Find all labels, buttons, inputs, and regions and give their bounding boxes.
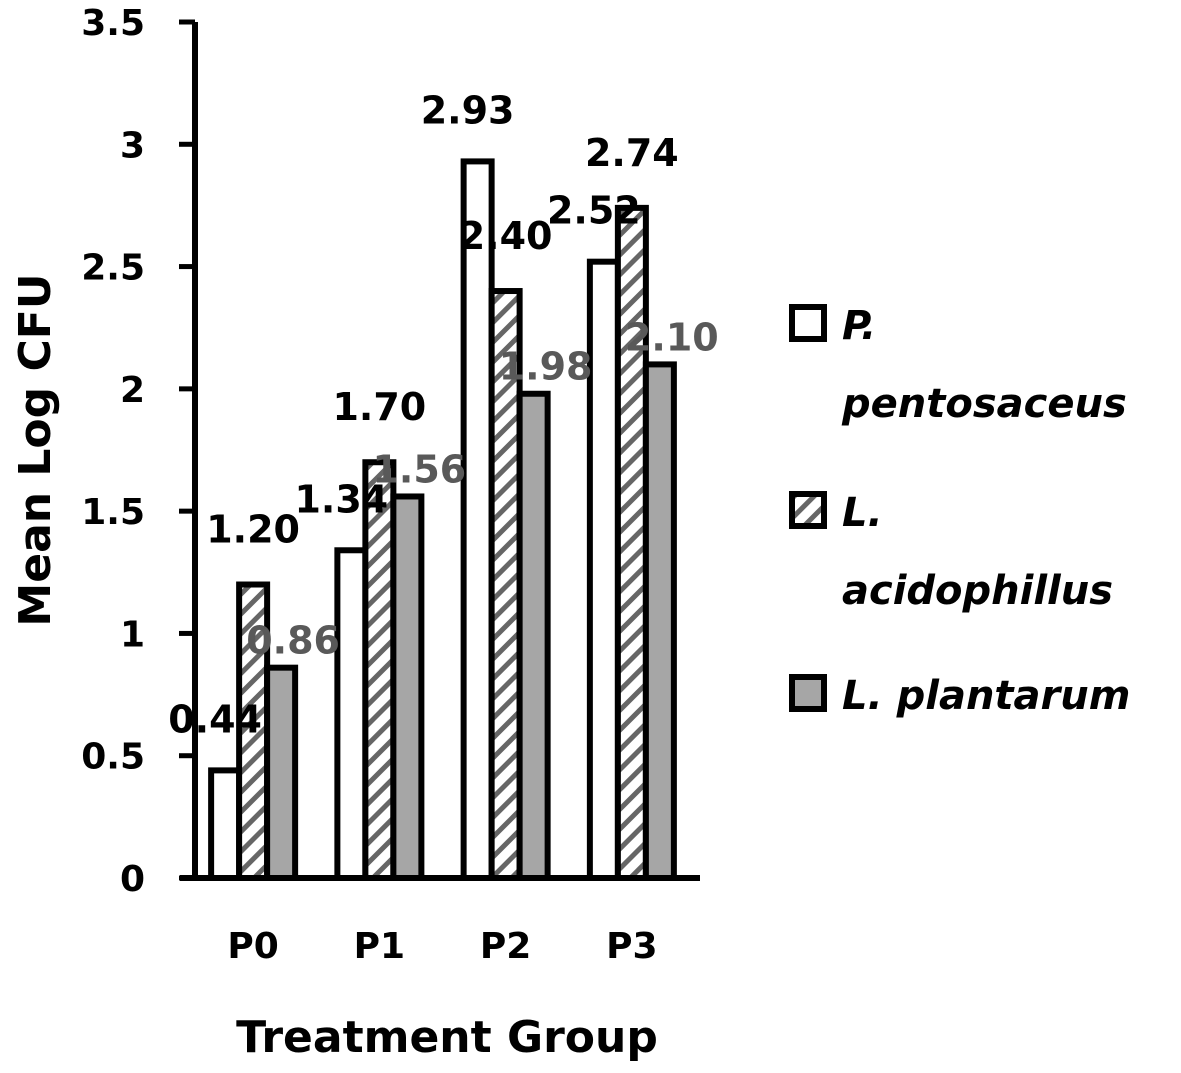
- data-label: 2.10: [625, 315, 719, 359]
- y-tick-label: 3: [120, 125, 145, 166]
- bar-p0-s3: [264, 664, 299, 881]
- data-label: 0.86: [246, 619, 340, 663]
- x-axis: P0 P1 P2 P3: [180, 875, 700, 967]
- y-tick-label: 2.5: [81, 248, 145, 289]
- legend-label: P.: [842, 303, 876, 349]
- legend-label: L. plantarum: [842, 673, 1130, 719]
- y-tick-label: 0: [120, 859, 145, 900]
- bar-p2-s3: [516, 390, 551, 881]
- bar-p3-s3: [642, 361, 677, 881]
- y-tick-label: 2: [120, 370, 145, 411]
- y-axis: 0 0.5 1 1.5 2 2.5 3 3.5: [81, 3, 198, 900]
- y-axis-title: Mean Log CFU: [10, 273, 61, 626]
- data-labels: 0.44 1.20 0.86 1.34 1.70 1.56 2.93 2.40 1.98 2.52…: [168, 88, 719, 741]
- data-label: 0.44: [168, 697, 262, 741]
- legend-label: acidophillus: [842, 568, 1113, 614]
- data-label: 2.40: [459, 214, 553, 258]
- bar-p1-s2: [362, 459, 397, 881]
- data-label: 1.34: [294, 477, 388, 521]
- data-label: 1.70: [332, 385, 426, 429]
- x-axis-title: Treatment Group: [236, 1012, 658, 1063]
- legend-label: pentosaceus: [841, 381, 1127, 427]
- legend-swatch: [789, 304, 827, 342]
- x-tick-label: P3: [606, 926, 657, 967]
- y-tick-label: 1: [120, 614, 145, 655]
- data-label: 2.74: [585, 131, 679, 175]
- bars: [208, 158, 677, 882]
- y-tick-label: 0.5: [81, 737, 145, 778]
- x-tick-label: P0: [227, 926, 278, 967]
- y-tick-label: 3.5: [81, 3, 145, 44]
- data-label: 2.52: [547, 189, 641, 233]
- bar-p2-s1: [460, 158, 495, 882]
- data-label: 1.98: [499, 345, 593, 389]
- legend: P. pentosaceus L. acidophillus L. plantarum: [789, 303, 1130, 719]
- data-label: 2.93: [421, 88, 515, 132]
- data-label: 1.56: [372, 447, 466, 491]
- x-tick-label: P2: [480, 926, 531, 967]
- bar-p0-s1: [208, 767, 243, 881]
- x-tick-label: P1: [354, 926, 405, 967]
- bar-p1-s3: [390, 493, 425, 881]
- data-label: 1.20: [206, 508, 300, 552]
- bar-p3-s1: [586, 258, 621, 881]
- bar-p3-s2: [614, 204, 649, 882]
- legend-swatch: [789, 491, 827, 529]
- legend-swatch: [789, 674, 827, 712]
- y-tick-label: 1.5: [81, 492, 145, 533]
- bar-p1-s1: [334, 547, 369, 881]
- legend-label: L.: [842, 490, 883, 536]
